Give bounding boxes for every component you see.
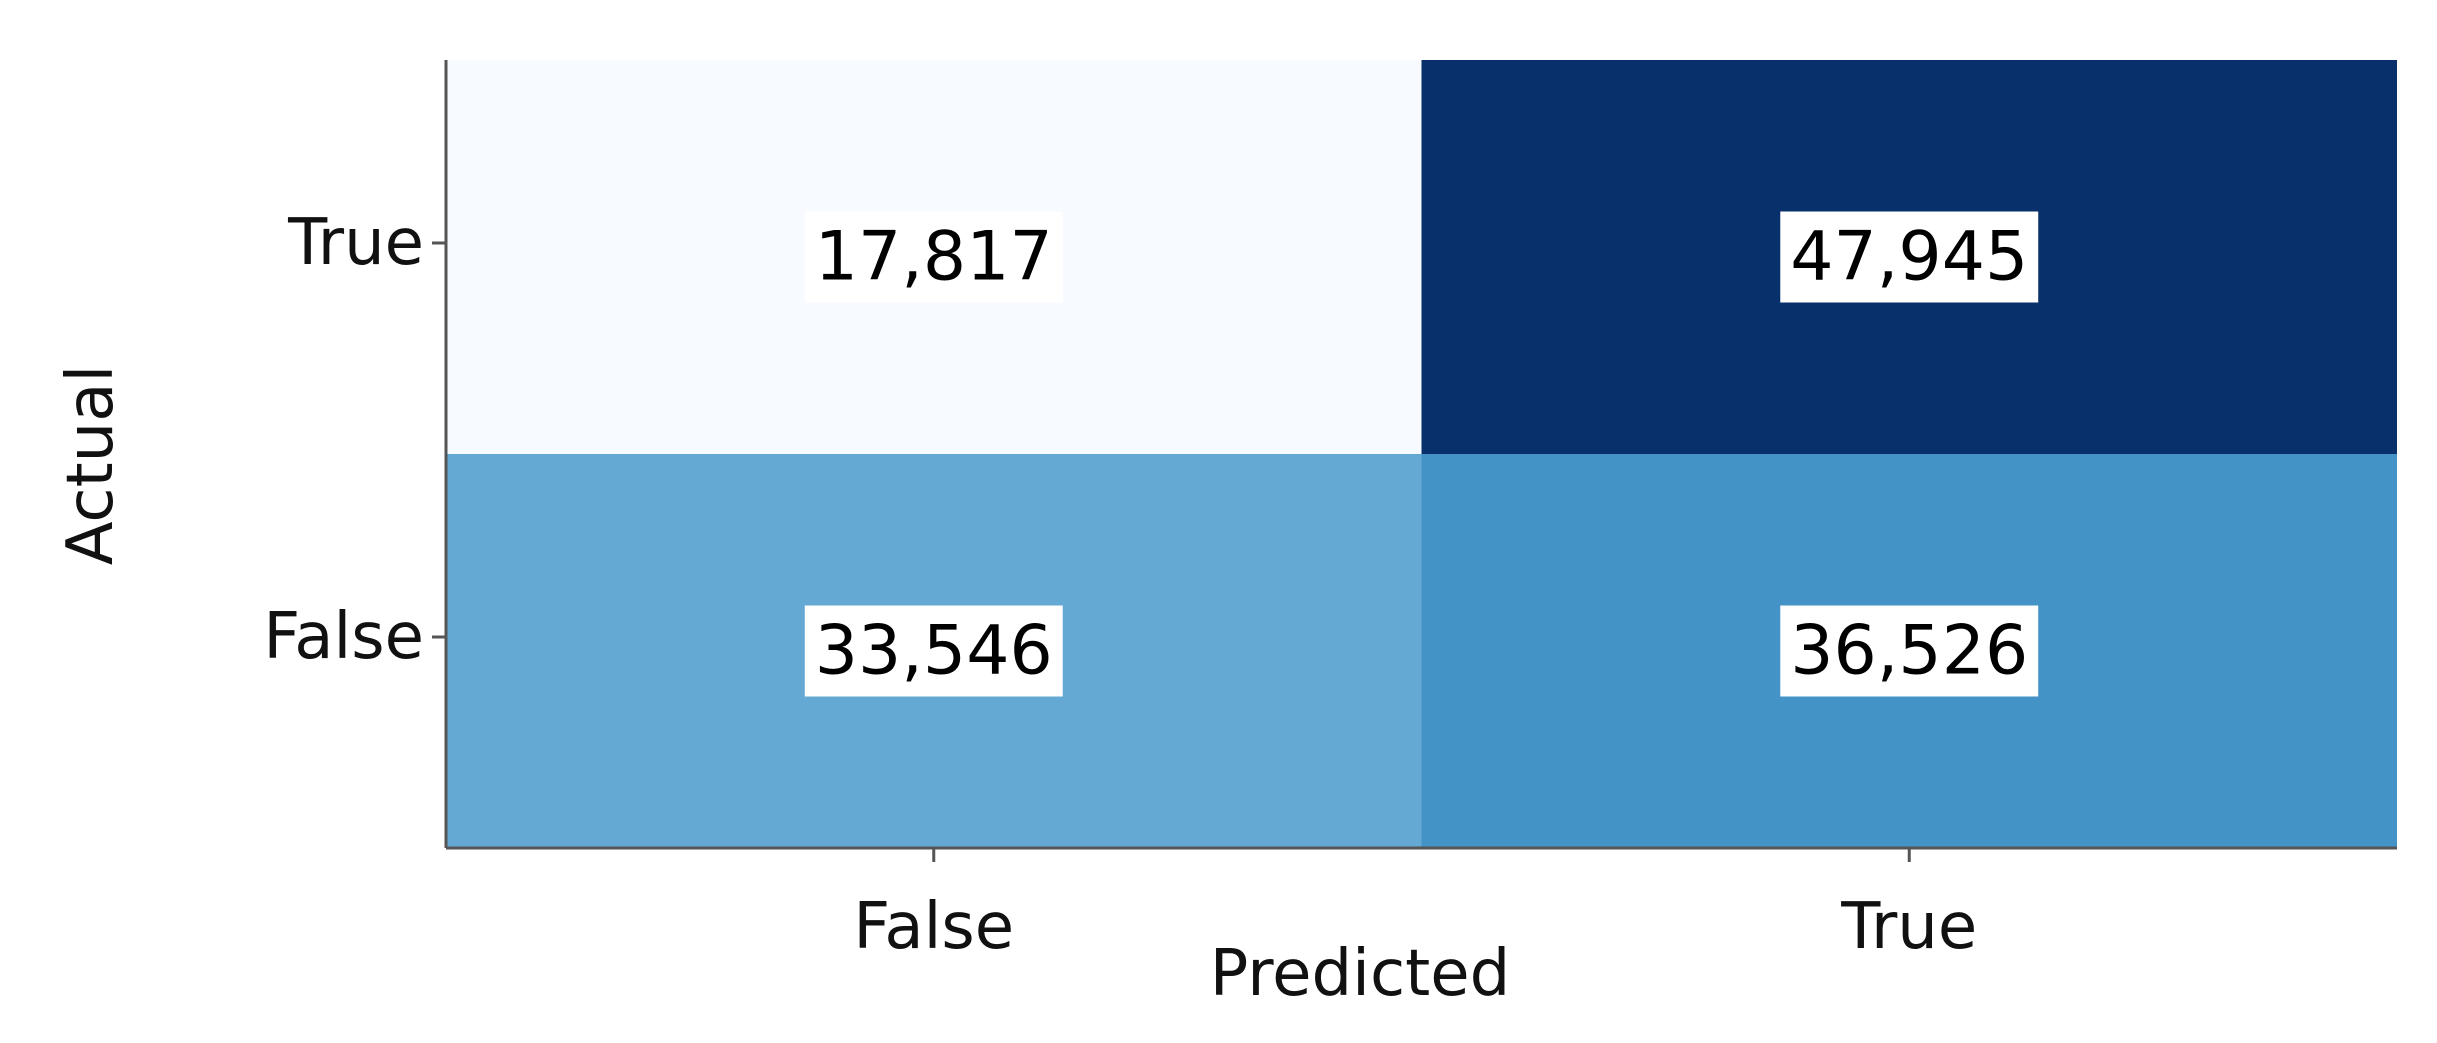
cell-value-label: 47,945 bbox=[1780, 211, 2039, 303]
heatmap-cells bbox=[446, 60, 2397, 848]
cell-value-text: 33,546 bbox=[815, 612, 1053, 691]
cell-label-background bbox=[804, 211, 1063, 303]
cell-value-text: 17,817 bbox=[815, 218, 1053, 297]
x-tick-label: False bbox=[853, 890, 1014, 964]
cell-label-background bbox=[1780, 211, 2039, 303]
cell-label-background bbox=[1780, 605, 2039, 697]
cell-value-label: 33,546 bbox=[804, 605, 1063, 697]
cell-value-text: 47,945 bbox=[1790, 218, 2028, 297]
cell-value-text: 36,526 bbox=[1790, 612, 2028, 691]
y-tick-label: True bbox=[287, 206, 424, 280]
y-tick-label: False bbox=[263, 600, 424, 674]
cell-label-background bbox=[804, 605, 1063, 697]
x-tick-label: True bbox=[1840, 890, 1977, 964]
y-axis-title: Actual bbox=[54, 365, 128, 566]
cell-value-label: 36,526 bbox=[1780, 605, 2039, 697]
x-axis-title: Predicted bbox=[1210, 937, 1510, 1011]
cell-value-labels: 17,817 47,945 33,546 36,526 bbox=[804, 211, 2039, 697]
x-axis-ticks: False True bbox=[853, 848, 1977, 964]
y-axis-ticks: True False bbox=[263, 206, 446, 674]
cell-value-label: 17,817 bbox=[804, 211, 1063, 303]
